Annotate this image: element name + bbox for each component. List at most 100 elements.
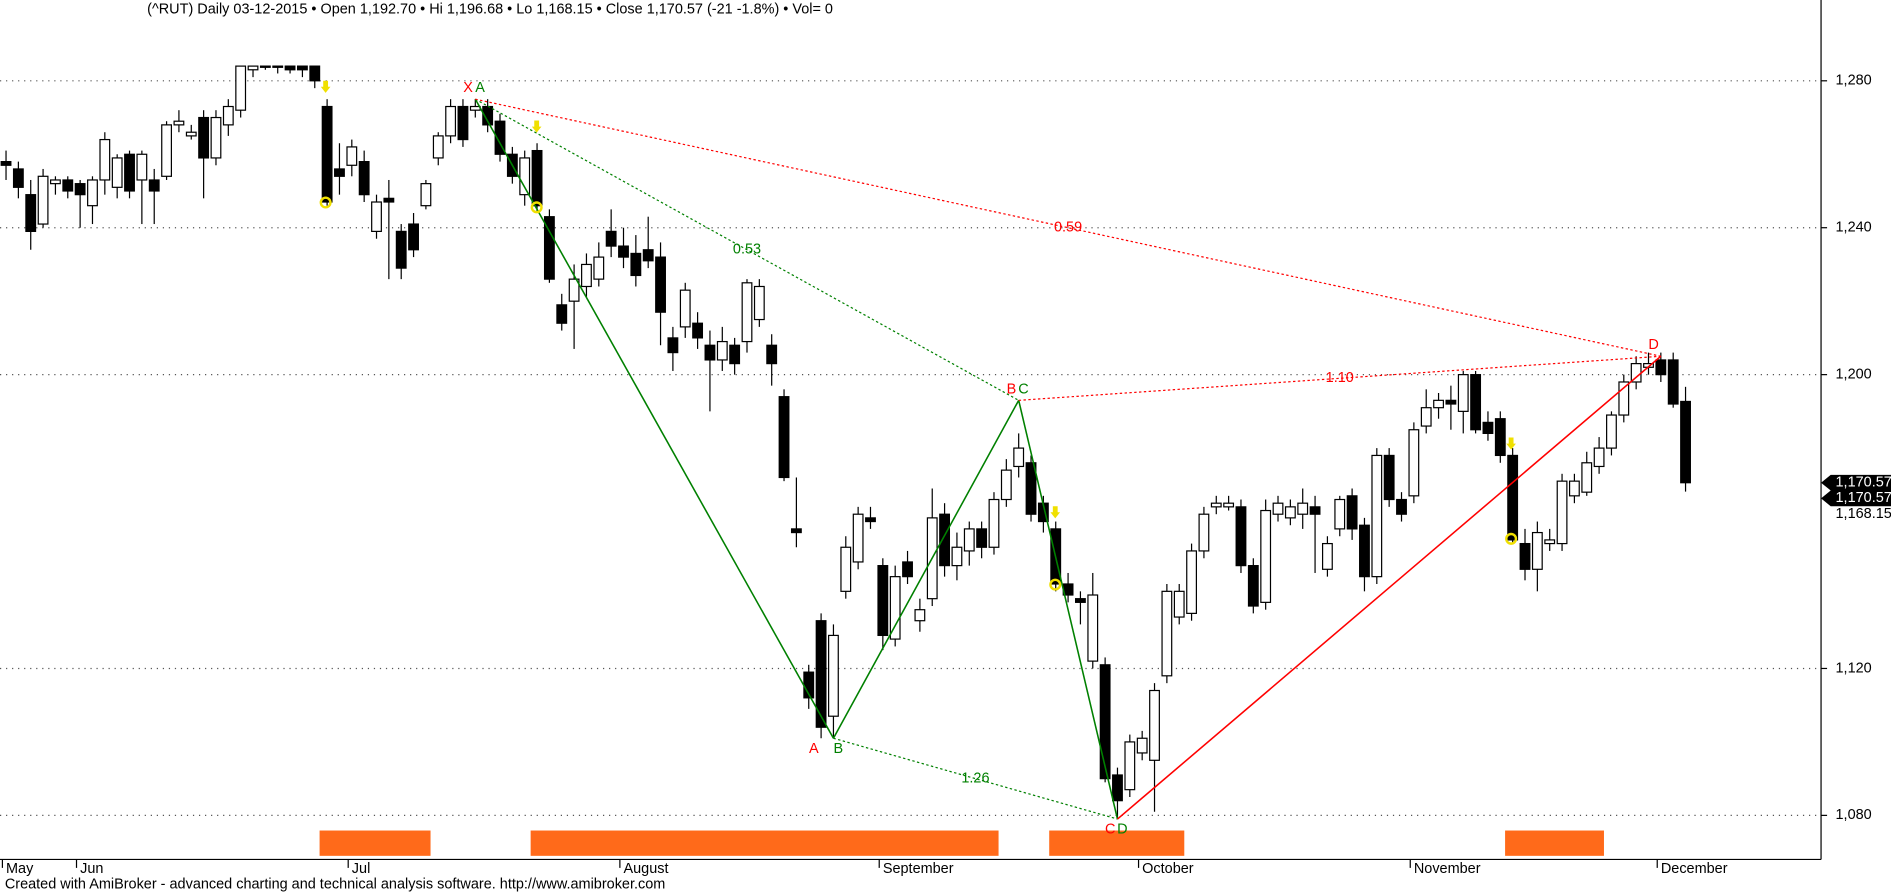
candle-body [1198, 513, 1210, 552]
pattern-ratio: 0.53 [733, 242, 761, 258]
signal-bars [319, 830, 1604, 856]
chart-title: (^RUT) Daily 03-12-2015 • Open 1,192.70 … [147, 1, 833, 17]
candle-body [247, 65, 259, 71]
candle-body [334, 168, 345, 177]
candle-body [939, 513, 951, 567]
candle-body [235, 65, 247, 111]
pattern-ratio: 1.26 [961, 770, 989, 786]
candle-body [1359, 524, 1370, 578]
signal-bar [530, 830, 999, 856]
candle-body [667, 337, 679, 354]
candle-body [1087, 594, 1099, 662]
pattern-point-label: B [1007, 381, 1017, 397]
pattern-ratio-line [475, 98, 1019, 401]
price-label: 1,170.57 [1836, 475, 1891, 491]
candle-body [605, 230, 617, 247]
pattern-ratio: 0.59 [1054, 220, 1082, 236]
pattern-ratio: 1.10 [1326, 370, 1354, 386]
candle-body [1655, 359, 1667, 376]
signal-circle [319, 196, 332, 209]
candle-body [1297, 502, 1309, 515]
y-tick-label: 1,240 [1836, 220, 1872, 236]
candle-body [1334, 498, 1346, 530]
candle-body [469, 105, 481, 111]
candle-body [346, 146, 358, 166]
candle-body [1013, 447, 1025, 468]
candle-body [1272, 502, 1284, 515]
price-label-box [1821, 474, 1891, 491]
pattern-leg [1116, 355, 1662, 820]
candle-body [840, 546, 852, 592]
candle-body [1667, 359, 1679, 405]
candle-body [383, 197, 395, 203]
candle-body [136, 153, 148, 181]
candle-body [1618, 381, 1630, 416]
pattern-ratio-line [833, 737, 1118, 820]
x-tick-label: May [6, 861, 34, 877]
candle-body [1112, 774, 1123, 802]
pattern-leg [1017, 400, 1119, 820]
x-tick-label: November [1414, 861, 1481, 877]
candle-body [655, 256, 666, 313]
candle-body [1223, 502, 1235, 508]
candle-body [704, 344, 716, 361]
y-tick-label: 1,280 [1836, 73, 1872, 89]
signal-arrow [320, 80, 331, 93]
candle-body [210, 116, 222, 159]
pattern-point-label: D [1648, 337, 1658, 353]
grid [0, 80, 1822, 816]
candle-body [1371, 454, 1383, 578]
candle-body [309, 65, 321, 82]
candle-body [1396, 498, 1407, 515]
candle-body [1494, 418, 1506, 457]
pattern-point-label: A [809, 741, 819, 757]
price-label: 1,170.57 [1836, 490, 1891, 506]
candle-body [148, 179, 160, 192]
signal-bar [319, 830, 431, 856]
signals [319, 80, 1518, 591]
candle-body [1321, 542, 1333, 570]
y-tick-label: 1,200 [1836, 366, 1872, 382]
axes: 1,080 1,120 1,200 1,240 1,280 May Jun Jul August… [1, 73, 1891, 877]
candle-body [1000, 469, 1012, 501]
candle-body [74, 183, 86, 196]
signal-circle [530, 201, 543, 214]
candle-body [1593, 447, 1605, 468]
candle-body [865, 517, 876, 523]
candle-body [1235, 506, 1247, 567]
candle-body [482, 105, 494, 126]
pattern-point-label: C [1105, 822, 1115, 838]
candle-body [815, 620, 827, 728]
candle-body [408, 223, 419, 251]
candle-body [618, 245, 629, 258]
candle-body [1680, 400, 1691, 484]
candle-body [1568, 480, 1580, 497]
candle-body [828, 634, 839, 717]
candle-body [1470, 374, 1482, 431]
candle-body [1149, 689, 1160, 761]
candle-body [766, 344, 778, 365]
x-tick-label: Jun [80, 861, 103, 877]
candle-body [741, 282, 753, 343]
pattern-point-label: X [463, 80, 473, 96]
pattern-point-label: B [833, 741, 843, 757]
candle-body [457, 105, 469, 141]
candle-body [902, 561, 913, 578]
candle-body [420, 183, 432, 207]
candle-body [877, 565, 889, 637]
x-tick-label: August [623, 861, 668, 877]
candle-body [12, 168, 24, 188]
candle-body [642, 249, 654, 262]
candle-body [1606, 414, 1617, 449]
candle-body [198, 116, 210, 159]
x-tick-label: December [1661, 861, 1728, 877]
pattern-ratio-line [1018, 355, 1661, 401]
signal-circle [1049, 578, 1062, 591]
y-tick-label: 1,080 [1836, 807, 1872, 823]
candle-body [1025, 462, 1037, 515]
candle-body [1099, 664, 1111, 780]
credit: Created with AmiBroker - advanced charti… [5, 877, 665, 892]
